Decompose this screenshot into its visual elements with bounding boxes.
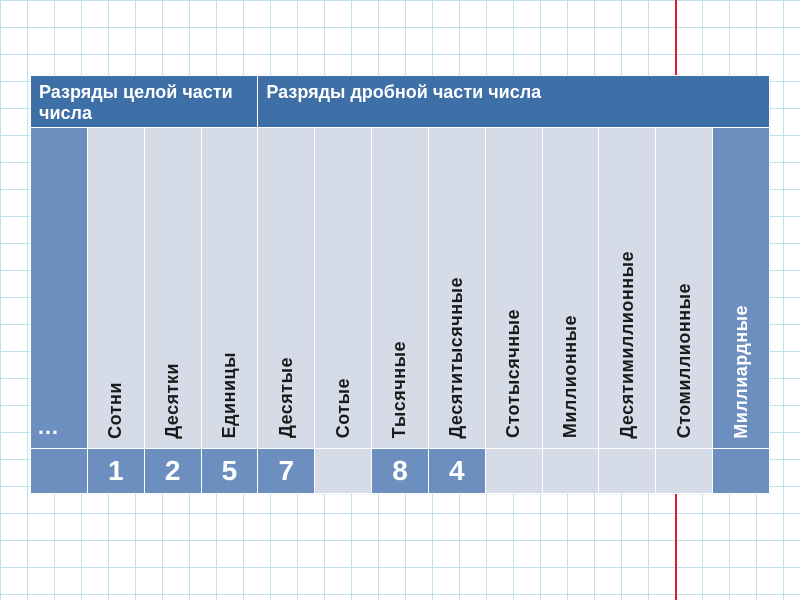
digit-cell-hund_thousandths [485,449,542,494]
digit-cell-tenths: 7 [258,449,315,494]
digit-cell-billionths [713,449,770,494]
digit-cell-ones: 5 [201,449,258,494]
digit-cell-ellipsis [31,449,88,494]
column-label-billionths: Миллиардные [713,128,770,449]
column-label-thousandths: Тысячные [372,128,429,449]
column-label-hundreds: Сотни [87,128,144,449]
column-label-text-tenths: Десятые [276,357,297,438]
column-label-text-ten_thousandths: Десятитысячные [446,277,467,439]
column-label-ten_millionths: Десятимиллионные [599,128,656,449]
digit-cell-tens: 2 [144,449,201,494]
column-label-text-hund_thousandths: Стотысячные [503,309,524,438]
digit-cell-thousandths: 8 [372,449,429,494]
column-label-text-hundreds: Сотни [105,382,126,439]
digit-cell-millionths [542,449,599,494]
column-label-text-millionths: Миллионные [560,315,581,438]
column-label-ellipsis: … [31,128,88,449]
place-value-table: Разряды целой части числа Разряды дробно… [30,75,770,494]
column-label-ten_thousandths: Десятитысячные [428,128,485,449]
column-label-hundredths: Сотые [315,128,372,449]
column-label-millionths: Миллионные [542,128,599,449]
column-label-tenths: Десятые [258,128,315,449]
column-label-text-hundredths: Сотые [333,378,354,438]
column-label-text-hund_millionths: Стомиллионные [674,283,695,438]
header-fractional-part: Разряды дробной части числа [258,76,770,128]
column-label-text-ones: Единицы [219,352,240,438]
digit-cell-ten_millionths [599,449,656,494]
header-groups-row: Разряды целой части числа Разряды дробно… [31,76,770,128]
digit-cell-hundreds: 1 [87,449,144,494]
digit-cell-hund_millionths [656,449,713,494]
digit-cell-ten_thousandths: 4 [428,449,485,494]
ellipsis-label: … [37,414,59,440]
column-label-hund_millionths: Стомиллионные [656,128,713,449]
column-label-text-ten_millionths: Десятимиллионные [617,251,638,439]
digits-row: 1257 84 [31,449,770,494]
column-labels-row: … Сотни Десятки Единицы Десятые Сотые Тысячные… [31,128,770,449]
column-label-text-tens: Десятки [162,363,183,439]
column-label-ones: Единицы [201,128,258,449]
column-label-tens: Десятки [144,128,201,449]
header-integer-part: Разряды целой части числа [31,76,258,128]
column-label-text-thousandths: Тысячные [389,341,410,438]
place-value-table-container: Разряды целой части числа Разряды дробно… [30,75,770,494]
digit-cell-hundredths [315,449,372,494]
column-label-hund_thousandths: Стотысячные [485,128,542,449]
column-label-text-billionths: Миллиардные [731,305,752,439]
